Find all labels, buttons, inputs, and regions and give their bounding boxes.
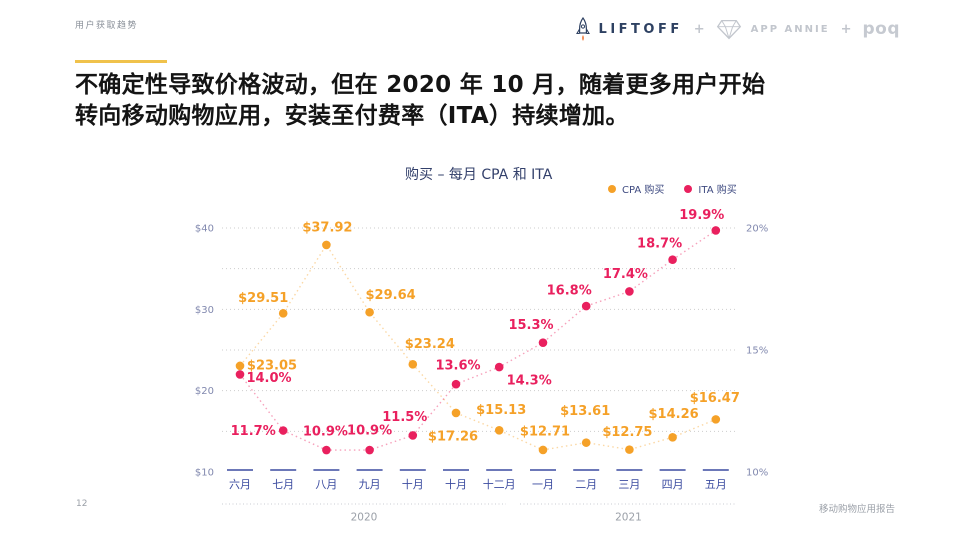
y-axis-label-left: $20 xyxy=(195,386,214,397)
data-label: $16.47 xyxy=(690,391,740,406)
data-point xyxy=(322,445,331,455)
data-point xyxy=(235,370,245,379)
y-axis-label-right: 10% xyxy=(746,468,768,479)
app-annie-gem-icon xyxy=(716,19,741,39)
legend-label-ita: ITA 购买 xyxy=(698,185,737,196)
data-label: $23.24 xyxy=(405,337,455,352)
data-point xyxy=(581,438,591,447)
data-label: 11.5% xyxy=(382,410,427,425)
data-label: $29.64 xyxy=(366,288,416,303)
page-number: 12 xyxy=(76,499,88,509)
data-point xyxy=(235,361,245,371)
data-label: $23.05 xyxy=(247,358,297,373)
x-axis-label: 一月 xyxy=(532,478,554,491)
liftoff-logo: LIFTOFF xyxy=(598,21,683,37)
app-annie-logo: APP ANNIE xyxy=(750,23,830,35)
data-point xyxy=(625,445,634,454)
x-axis-label: 四月 xyxy=(662,478,684,491)
data-label: $12.75 xyxy=(602,425,652,440)
data-point xyxy=(668,255,677,265)
data-label: $12.71 xyxy=(520,425,570,440)
y-axis-label-left: $30 xyxy=(195,305,214,316)
year-group-label: 2020 xyxy=(351,512,378,524)
data-label: $14.26 xyxy=(649,407,699,422)
data-label: 18.7% xyxy=(637,236,682,251)
x-axis-label: 八月 xyxy=(315,478,337,491)
data-label: 10.9% xyxy=(347,424,392,439)
rocket-flame xyxy=(581,34,584,41)
data-label: 10.9% xyxy=(303,425,348,440)
data-point xyxy=(365,445,374,455)
data-label: 14.3% xyxy=(507,374,552,389)
y-axis-label-right: 20% xyxy=(746,224,768,235)
data-label: 16.8% xyxy=(547,284,592,299)
x-axis-label: 十月 xyxy=(445,477,467,491)
series-line-ita xyxy=(239,229,717,451)
x-axis-label: 十月 xyxy=(402,477,424,491)
legend-label-cpa: CPA 购买 xyxy=(622,185,665,196)
data-label: 15.3% xyxy=(508,318,553,333)
data-point xyxy=(494,362,504,372)
data-point xyxy=(451,379,461,389)
x-axis-label: 三月 xyxy=(618,478,640,491)
x-axis-label: 二月 xyxy=(575,478,597,491)
data-point xyxy=(711,415,721,424)
data-label: $13.61 xyxy=(560,404,610,419)
data-label: $29.51 xyxy=(238,291,288,306)
chart-title: 购买 – 每月 CPA 和 ITA xyxy=(405,167,553,183)
data-label: 13.6% xyxy=(435,359,480,374)
poq-logo: poq xyxy=(862,19,900,39)
x-axis-label: 六月 xyxy=(229,478,251,491)
x-axis-label: 五月 xyxy=(705,478,727,491)
year-group-label: 2021 xyxy=(615,512,642,524)
plus-separator-1: + xyxy=(693,21,705,37)
data-label: $17.26 xyxy=(428,430,478,445)
data-point xyxy=(278,309,288,318)
data-point xyxy=(451,408,461,418)
data-point xyxy=(278,426,288,435)
y-axis-label-left: $40 xyxy=(195,224,214,235)
data-label: $15.13 xyxy=(476,403,526,418)
data-point xyxy=(494,425,504,435)
data-label: 17.4% xyxy=(603,267,648,282)
chart-legend: CPA 购买 ITA 购买 xyxy=(608,181,737,196)
x-axis-label: 十二月 xyxy=(483,477,516,491)
footer-label: 移动购物应用报告 xyxy=(818,504,895,515)
data-point xyxy=(668,433,677,442)
data-label: 14.0% xyxy=(246,371,291,386)
data-point xyxy=(581,301,591,311)
data-point xyxy=(365,307,374,317)
data-label: 11.7% xyxy=(231,424,276,439)
series-line-cpa xyxy=(239,243,717,451)
data-label: $37.92 xyxy=(302,220,352,235)
x-axis-label: 九月 xyxy=(359,478,381,491)
accent-bar xyxy=(75,60,167,63)
eyebrow-label: 用户获取趋势 xyxy=(75,21,139,31)
legend-item-cpa: CPA 购买 xyxy=(608,181,664,196)
headline: 不确定性导致价格波动，但在 2020 年 10 月，随着更多用户开始 转向移动购… xyxy=(75,72,766,130)
y-axis-label-left: $10 xyxy=(195,468,214,479)
data-point xyxy=(538,338,548,347)
data-point xyxy=(408,360,418,369)
legend-item-ita: ITA 购买 xyxy=(684,181,737,196)
data-point xyxy=(625,287,634,296)
data-point xyxy=(322,240,331,250)
data-point xyxy=(408,431,418,440)
y-axis-label-right: 15% xyxy=(746,346,768,357)
x-axis-label: 七月 xyxy=(272,478,294,491)
legend-dot-ita xyxy=(684,184,693,193)
liftoff-rocket-icon xyxy=(575,16,590,41)
data-point xyxy=(538,445,548,455)
plus-separator-2: + xyxy=(840,21,852,37)
legend-dot-cpa xyxy=(608,184,616,193)
data-label: 19.9% xyxy=(679,208,724,223)
logo-lockup: LIFTOFF + APP ANNIE + poq xyxy=(575,14,900,44)
data-point xyxy=(711,226,721,235)
